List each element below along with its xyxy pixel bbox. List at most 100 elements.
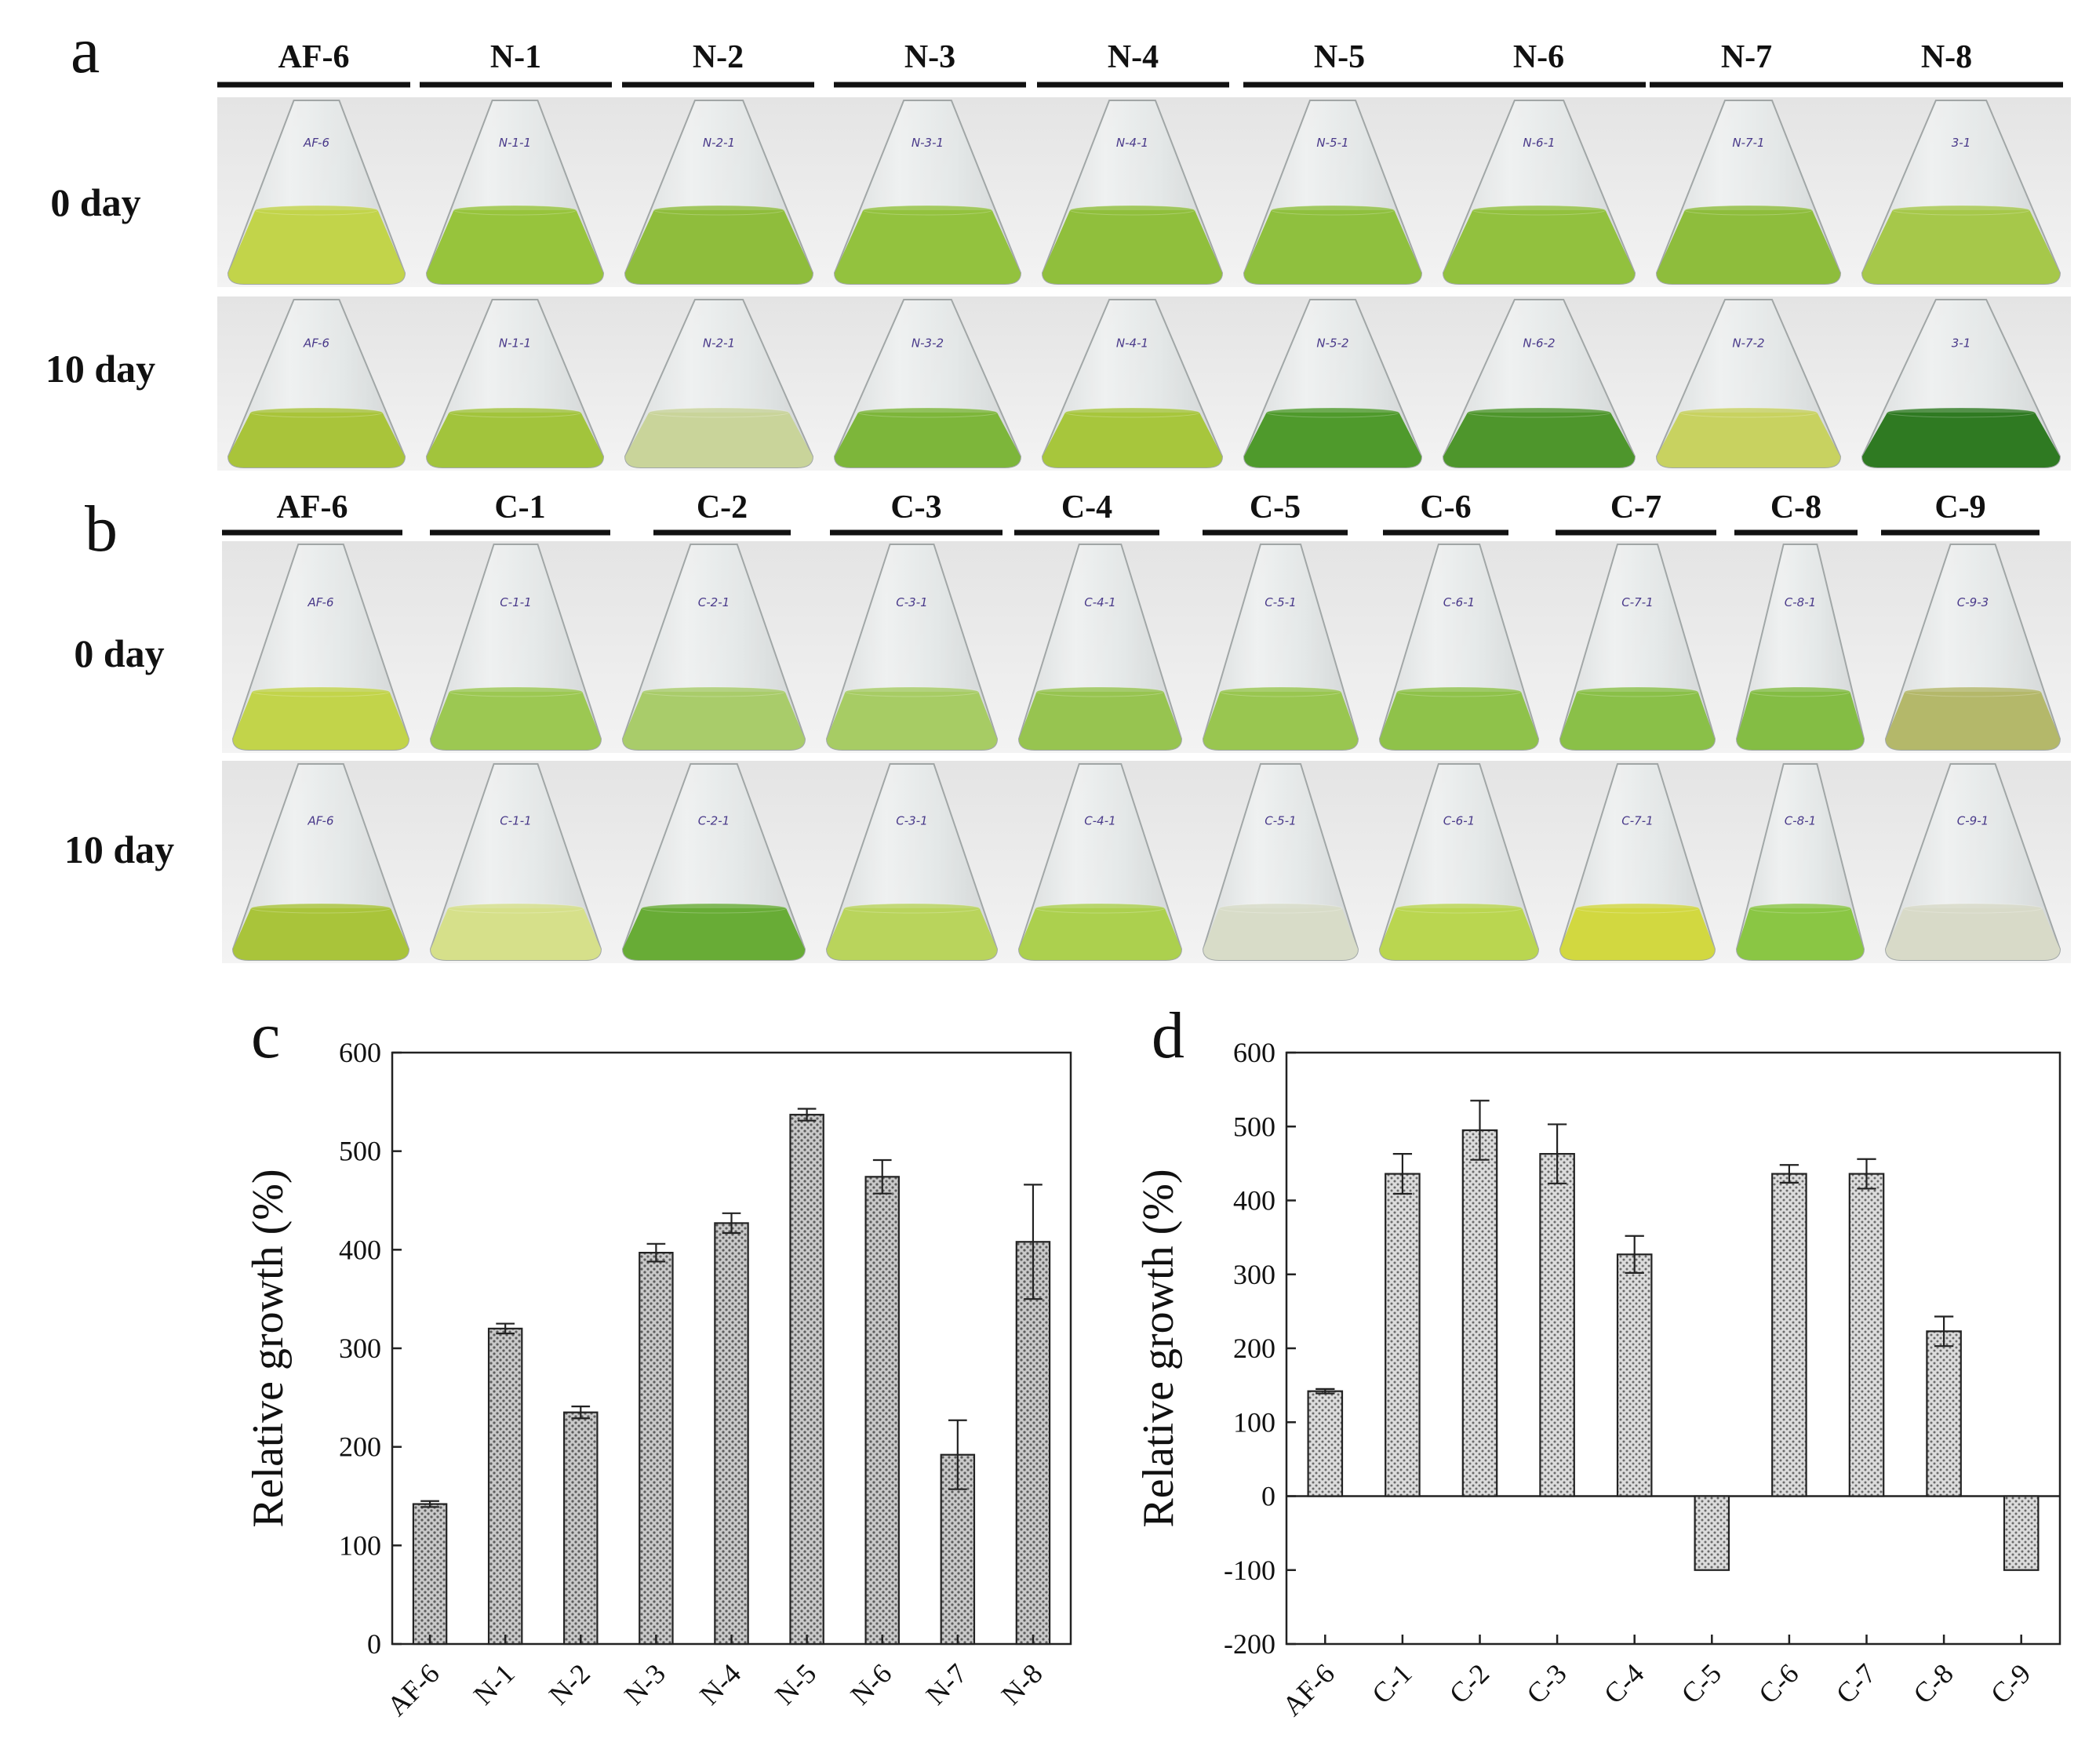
- panel_b-flask-0-3-label: C-3-1: [896, 595, 927, 609]
- panel_a-flask-1-3-surface: [857, 407, 998, 418]
- panel_b-flask-1-6-label: C-6-1: [1443, 813, 1475, 827]
- x-tick-label-c-1: C-1: [1366, 1657, 1417, 1709]
- panel_b-flask-1-3-medium: [827, 908, 997, 960]
- column-header-n-4: N-4: [1108, 39, 1159, 75]
- bar-n-5: [789, 1114, 824, 1646]
- panel_a-flask-1-4-medium: [1043, 413, 1222, 467]
- panel_a-flask-0-2-label: N-2-1: [703, 136, 735, 150]
- panel_b-flask-0-2-medium: [623, 692, 805, 750]
- panel_b-flask-1-0-medium: [233, 908, 409, 960]
- x-tick-label-af-6: AF-6: [1276, 1657, 1341, 1722]
- panel_a-flask-1-5-label: N-5-2: [1316, 336, 1348, 350]
- panel_b-flask-1-8-medium: [1737, 908, 1864, 960]
- panel_b-flask-0-7-surface: [1576, 686, 1699, 697]
- x-tick-label-c-8: C-8: [1907, 1657, 1959, 1709]
- panel_a-flask-0-1-label: N-1-1: [499, 136, 531, 150]
- panel_a-flask-0-0-medium: [228, 210, 405, 284]
- panel_a-flask-0-4-medium: [1043, 210, 1222, 284]
- bar-af-6: [1307, 1390, 1344, 1497]
- row-label-a-day0: 0 day: [50, 180, 140, 224]
- bar-af-6: [412, 1503, 448, 1646]
- panel_b-flask-0-1-medium: [431, 692, 601, 750]
- panel_a-flask-1-2-surface: [648, 407, 790, 418]
- panel_a-flask-0-4-label: N-4-1: [1116, 136, 1148, 150]
- panel_b-flask-1-5-medium: [1203, 908, 1358, 960]
- panel_a-flask-1-6-label: N-6-2: [1523, 336, 1555, 350]
- bar-c-4: [1616, 1253, 1653, 1497]
- panel_b-flask-0-6-surface: [1396, 686, 1522, 697]
- y-tick-label: 400: [339, 1234, 381, 1265]
- panel_b-flask-0-9-medium: [1886, 692, 2060, 750]
- column-header-n-8: N-8: [1921, 39, 1972, 75]
- bar-c-9: [2003, 1495, 2040, 1571]
- bar-c-2: [1461, 1129, 1498, 1497]
- panel_a-flask-0-3-medium: [835, 210, 1021, 284]
- column-header-c-6: C-6: [1420, 489, 1471, 526]
- panel_a-flask-0-6-surface: [1472, 205, 1607, 216]
- y-tick-label: 200: [339, 1431, 381, 1463]
- x-tick-label-n-5: N-5: [769, 1657, 822, 1711]
- column-header-n-1: N-1: [490, 39, 541, 75]
- panel-d-label: d: [1152, 999, 1184, 1072]
- panel_b-flask-1-3-surface: [843, 903, 981, 914]
- panel_b-flask-1-5-surface: [1218, 903, 1343, 914]
- panel_b-flask-1-0-surface: [250, 903, 391, 914]
- panel_a-flask-0-3-label: N-3-1: [912, 136, 944, 150]
- panel_a-flask-1-2-medium: [625, 413, 813, 467]
- column-header-c-1: C-1: [494, 489, 545, 526]
- column-header-n-5: N-5: [1314, 39, 1365, 75]
- panel_a-flask-0-5-surface: [1271, 205, 1395, 216]
- panel_a-flask-0-1-surface: [453, 205, 577, 216]
- y-tick-label: 100: [339, 1529, 381, 1561]
- panel_b-flask-0-0-medium: [233, 692, 409, 750]
- panel_b-flask-1-6-surface: [1396, 903, 1523, 914]
- panel_b-flask-1-6-medium: [1380, 908, 1538, 960]
- x-tick-label-c-2: C-2: [1443, 1657, 1495, 1709]
- bar-c-3: [1539, 1153, 1575, 1497]
- panel_b-flask-0-8-surface: [1749, 686, 1851, 697]
- y-tick-label: 600: [339, 1037, 381, 1068]
- panel_b-flask-0-7-label: C-7-1: [1621, 595, 1653, 609]
- panel_a-flask-0-6-medium: [1443, 210, 1635, 284]
- row-label-b-day10: 10 day: [64, 827, 174, 871]
- panel_a-flask-0-5-label: N-5-1: [1316, 136, 1348, 150]
- panel_b-flask-1-8-surface: [1748, 903, 1852, 914]
- column-header-c-9: C-9: [1934, 489, 1985, 526]
- panel_b-flask-0-2-label: C-2-1: [698, 595, 730, 609]
- panel_a-flask-0-6-label: N-6-1: [1523, 136, 1555, 150]
- y-tick-label: 400: [1233, 1185, 1275, 1217]
- column-header-c-5: C-5: [1250, 489, 1301, 526]
- panel_b-flask-1-2-medium: [623, 908, 805, 960]
- x-tick-label-n-2: N-2: [543, 1657, 596, 1711]
- panel_a-flask-1-0-surface: [249, 407, 384, 418]
- bar-n-1: [487, 1327, 523, 1646]
- panel_a-flask-1-1-surface: [448, 407, 582, 418]
- panel_b-flask-1-1-label: C-1-1: [500, 813, 531, 827]
- panel_b-flask-1-4-surface: [1035, 903, 1166, 914]
- panel_a-flask-1-4-label: N-4-1: [1116, 336, 1148, 350]
- column-header-n-7: N-7: [1721, 39, 1772, 75]
- panel_a-flask-0-0-label: AF-6: [303, 136, 329, 150]
- column-header-n-6: N-6: [1513, 39, 1564, 75]
- x-tick-label-c-5: C-5: [1675, 1657, 1727, 1709]
- panel_b-flask-0-9-surface: [1904, 686, 2042, 697]
- panel_b-flask-0-9-label: C-9-3: [1957, 595, 1989, 609]
- panel_a-flask-1-0-medium: [228, 413, 405, 467]
- column-header-af-6: AF-6: [278, 39, 350, 75]
- panel_b-flask-0-5-medium: [1203, 692, 1358, 750]
- bar-c-5: [1694, 1495, 1730, 1571]
- panel_b-flask-0-0-surface: [251, 686, 391, 697]
- column-header-c-8: C-8: [1770, 489, 1821, 526]
- panel_b-flask-0-8-medium: [1737, 692, 1864, 750]
- panel_b-flask-0-8-label: C-8-1: [1785, 595, 1816, 609]
- panel_b-flask-1-4-label: C-4-1: [1084, 813, 1115, 827]
- row-label-b-day0: 0 day: [74, 631, 164, 675]
- panel_a-flask-0-4-surface: [1069, 205, 1195, 216]
- y-tick-label: 0: [367, 1628, 381, 1660]
- panel_b-flask-1-9-medium: [1886, 908, 2060, 960]
- bar-c-8: [1926, 1330, 1962, 1497]
- x-tick-label-c-4: C-4: [1598, 1657, 1650, 1709]
- x-tick-label-c-9: C-9: [1985, 1657, 2036, 1709]
- panel_a-flask-1-8-label: 3-1: [1952, 336, 1971, 350]
